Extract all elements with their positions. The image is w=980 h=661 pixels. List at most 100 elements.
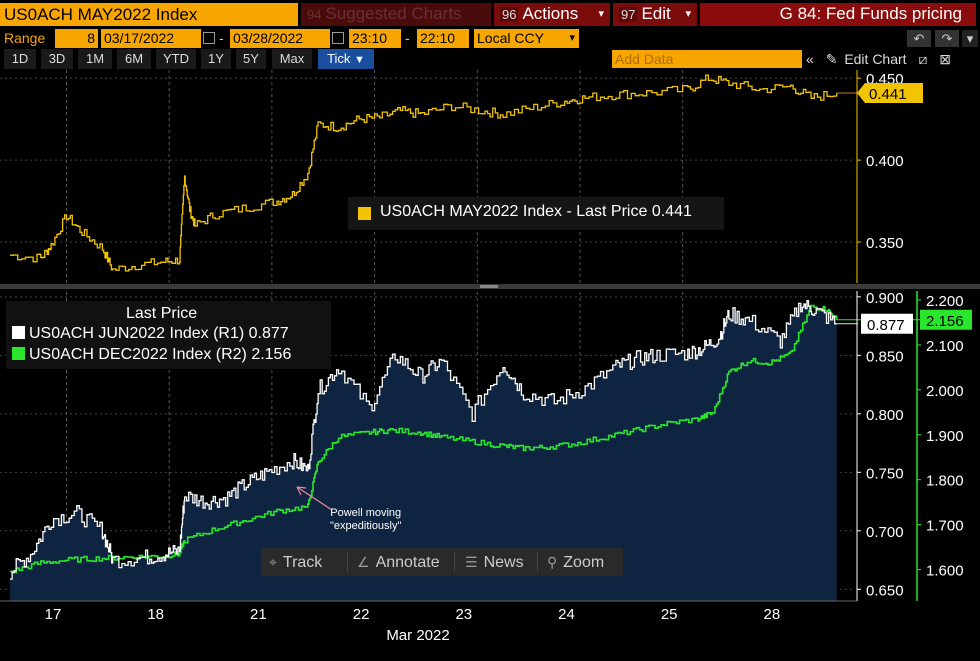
period-3d[interactable]: 3D <box>41 49 73 69</box>
toolbar-divider <box>454 552 455 572</box>
start-time-field[interactable]: 23:10 <box>349 29 401 48</box>
chevron-down-icon: ▾ <box>685 8 691 20</box>
zoom-label: Zoom <box>563 554 605 571</box>
toolbar-divider <box>537 552 538 572</box>
period-bar: 1D 3D 1M 6M YTD 1Y 5Y Max Tick ▼ Add Dat… <box>0 49 980 70</box>
bottom-left-ytick-label: 0.700 <box>866 524 904 541</box>
zoom-icon: ⚲ <box>547 554 558 570</box>
end-time-field[interactable]: 22:10 <box>417 29 469 48</box>
series-lines <box>10 74 920 580</box>
period-ytd[interactable]: YTD <box>156 49 196 69</box>
chevron-down-icon: ▾ <box>598 8 604 20</box>
legend-top[interactable]: US0ACH MAY2022 Index - Last Price 0.441 <box>348 197 724 230</box>
news-label: News <box>483 554 524 571</box>
jun-area-fill <box>10 300 837 601</box>
bottom-right-ytick-label: 2.000 <box>926 383 964 400</box>
suggested-charts-button[interactable]: 94 Suggested Charts <box>301 3 491 26</box>
legend-row-jun-text: US0ACH JUN2022 Index (R1) 0.877 <box>29 325 289 342</box>
edit-chart-label: Edit Chart <box>844 51 907 67</box>
g84-chart-title[interactable]: G 84: Fed Funds pricing <box>700 3 976 26</box>
track-label: Track <box>282 554 323 571</box>
period-1d[interactable]: 1D <box>4 49 36 69</box>
edit-settings-icon[interactable]: ⧄ <box>918 51 928 67</box>
edit-menu-button[interactable]: 97 Edit ▾ <box>613 3 697 26</box>
bottom-right-ytick-label: 1.900 <box>926 428 964 445</box>
period-max[interactable]: Max <box>272 49 312 69</box>
jun-last-badge-text: 0.877 <box>867 317 905 334</box>
may-last-badge: 0.441 <box>857 82 923 103</box>
news-button[interactable]: ☰ News <box>465 548 524 576</box>
bottom-right-ytick-label: 2.200 <box>926 293 964 310</box>
undo-icon[interactable]: ↶ <box>907 30 931 47</box>
jun-area <box>10 300 837 601</box>
axes <box>0 70 921 602</box>
powell-annotation[interactable]: Powell moving "expeditiously" <box>330 507 401 533</box>
period-1m[interactable]: 1M <box>78 49 112 69</box>
legend-swatch-may <box>358 207 371 220</box>
chevron-down-icon: ▼ <box>354 54 365 66</box>
xtick-label: 17 <box>45 606 62 623</box>
currency-value: Local CCY <box>477 30 544 46</box>
bottom-right-ytick-label: 1.700 <box>926 518 964 535</box>
pencil-icon: ✎ <box>825 51 838 67</box>
news-icon: ☰ <box>465 554 478 570</box>
annotation-arrow[interactable] <box>296 486 333 511</box>
bottom-left-ytick-label: 0.850 <box>866 348 904 365</box>
ticker-field[interactable]: US0ACH MAY2022 Index <box>0 3 298 26</box>
xtick-label: 24 <box>558 606 575 623</box>
bottom-right-ytick-label: 1.800 <box>926 473 964 490</box>
calendar-icon[interactable] <box>203 32 215 44</box>
start-date-field[interactable]: 03/17/2022 <box>101 29 201 48</box>
legend-top-text: US0ACH MAY2022 Index - Last Price 0.441 <box>380 203 692 220</box>
dec-last-badge-text: 2.156 <box>926 313 964 330</box>
date-separator: - <box>219 30 224 46</box>
bottom-right-ytick-label: 2.100 <box>926 338 964 355</box>
may-series-line[interactable] <box>10 74 838 272</box>
xtick-label: 21 <box>250 606 267 623</box>
legend-bottom[interactable]: Last Price US0ACH JUN2022 Index (R1) 0.8… <box>6 301 331 369</box>
dec-last-badge: 2.156 <box>920 309 972 330</box>
xtick-label: 22 <box>353 606 370 623</box>
actions-menu-button[interactable]: 96 Actions ▾ <box>494 3 610 26</box>
axis-labels: 0.3500.4000.4500.6500.7000.7500.8000.850… <box>45 71 972 644</box>
may-last-badge-text: 0.441 <box>869 86 907 103</box>
annotate-button[interactable]: ∠ Annotate <box>357 548 440 576</box>
dec-last-badge-shape <box>920 309 972 330</box>
add-data-input[interactable]: Add Data <box>612 50 802 68</box>
zoom-button[interactable]: ⚲ Zoom <box>547 548 604 576</box>
title-bar: US0ACH MAY2022 Index 94 Suggested Charts … <box>0 0 980 29</box>
range-value-field[interactable]: 8 <box>55 29 98 48</box>
collapse-icon[interactable]: « <box>806 51 814 67</box>
legend-swatch-dec <box>12 347 25 360</box>
legend-row-jun: US0ACH JUN2022 Index (R1) 0.877 <box>12 325 289 343</box>
actions-number: 96 <box>500 7 519 22</box>
dec-series-line[interactable] <box>10 304 838 574</box>
currency-select[interactable]: Local CCY ▾ <box>474 29 579 48</box>
jun-last-badge: 0.877 <box>861 313 913 334</box>
legend-bottom-title: Last Price <box>126 305 198 322</box>
xtick-label: 25 <box>661 606 678 623</box>
jun-series-line[interactable] <box>10 300 837 580</box>
period-6m[interactable]: 6M <box>117 49 151 69</box>
jun-last-badge-shape <box>861 313 913 334</box>
panel-resize-handle[interactable] <box>480 285 498 288</box>
chevron-down-icon: ▾ <box>569 32 575 44</box>
bottom-left-ytick-label: 0.900 <box>866 290 904 307</box>
xtick-label: 23 <box>455 606 472 623</box>
chevron-down-icon[interactable]: ▾ <box>962 30 978 47</box>
period-1y[interactable]: 1Y <box>201 49 231 69</box>
suggested-charts-label: Suggested Charts <box>325 4 462 23</box>
track-button[interactable]: ⌖ Track <box>269 548 322 576</box>
redo-icon[interactable]: ↷ <box>935 30 959 47</box>
bottom-left-ytick-label: 0.750 <box>866 465 904 482</box>
calendar-icon[interactable] <box>332 32 344 44</box>
annotate-icon: ∠ <box>357 554 370 570</box>
period-5y[interactable]: 5Y <box>236 49 266 69</box>
period-tick[interactable]: Tick ▼ <box>318 49 374 69</box>
close-icon[interactable]: ⊠ <box>939 51 951 67</box>
legend-swatch-jun <box>12 326 25 339</box>
chart-tools-toolbar: ⌖ Track ∠ Annotate ☰ News ⚲ Zoom <box>261 548 623 576</box>
end-date-field[interactable]: 03/28/2022 <box>230 29 330 48</box>
edit-chart-button[interactable]: « ✎ Edit Chart ⧄ ⊠ <box>806 49 951 69</box>
bottom-left-ytick-label: 0.800 <box>866 407 904 424</box>
